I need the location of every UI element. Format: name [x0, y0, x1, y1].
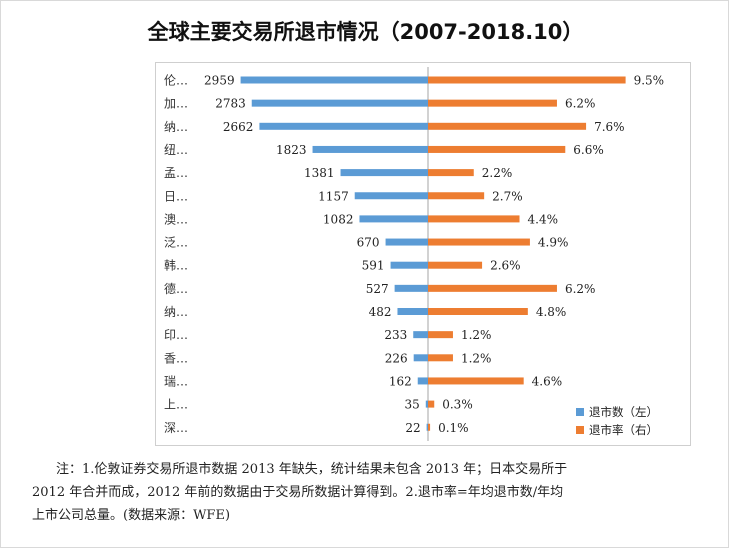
- category-label: 深…: [164, 421, 188, 435]
- bar-delisting-rate: [428, 169, 474, 177]
- data-label-count: 2783: [215, 97, 246, 111]
- data-label-rate: 4.4%: [528, 212, 559, 226]
- category-label: 加…: [164, 97, 188, 111]
- category-label: 泛…: [164, 236, 188, 250]
- data-label-rate: 1.2%: [461, 328, 492, 342]
- bar-delisted-count: [240, 76, 428, 84]
- data-label-count: 226: [385, 351, 408, 365]
- data-label-count: 2959: [204, 74, 235, 88]
- category-label: 纳…: [164, 120, 188, 134]
- data-label-rate: 4.8%: [536, 305, 567, 319]
- data-label-rate: 7.6%: [594, 120, 625, 134]
- data-label-count: 233: [384, 328, 407, 342]
- category-label: 日…: [164, 189, 188, 203]
- bar-delisted-count: [340, 169, 428, 177]
- category-label: 瑞…: [164, 374, 188, 388]
- data-label-count: 1157: [318, 189, 349, 203]
- data-label-count: 670: [357, 236, 380, 250]
- data-label-rate: 6.2%: [565, 282, 596, 296]
- data-label-rate: 2.7%: [492, 189, 523, 203]
- legend-swatch: [576, 426, 584, 434]
- bar-delisted-count: [394, 284, 428, 292]
- category-label: 纳…: [164, 305, 188, 319]
- bar-delisting-rate: [428, 122, 587, 130]
- category-label: 印…: [164, 328, 188, 342]
- data-label-count: 482: [369, 305, 392, 319]
- data-label-rate: 0.1%: [438, 421, 469, 435]
- data-label-rate: 4.6%: [532, 374, 563, 388]
- data-label-count: 1082: [323, 212, 354, 226]
- category-label: 澳…: [164, 212, 188, 226]
- bar-delisted-count: [413, 331, 428, 339]
- data-label-rate: 2.2%: [482, 166, 513, 180]
- bar-delisting-rate: [428, 192, 485, 200]
- data-label-rate: 6.6%: [573, 143, 604, 157]
- bar-delisted-count: [390, 261, 428, 269]
- bar-delisting-rate: [428, 76, 626, 84]
- bar-delisted-count: [413, 354, 428, 362]
- bar-delisted-count: [426, 423, 428, 431]
- bar-delisting-rate: [428, 99, 557, 107]
- data-label-rate: 6.2%: [565, 97, 596, 111]
- bar-delisting-rate: [428, 284, 557, 292]
- bar-delisted-count: [251, 99, 428, 107]
- bar-delisting-rate: [428, 145, 566, 153]
- data-label-count: 22: [405, 421, 420, 435]
- category-label: 纽…: [164, 143, 188, 157]
- legend-label: 退市数（左）: [589, 405, 658, 419]
- data-label-rate: 1.2%: [461, 351, 492, 365]
- bar-delisted-count: [425, 400, 428, 408]
- data-label-count: 162: [389, 374, 412, 388]
- bar-delisted-count: [385, 238, 428, 246]
- data-label-rate: 2.6%: [490, 259, 520, 273]
- data-label-rate: 4.9%: [538, 236, 569, 250]
- bar-delisting-rate: [428, 308, 528, 315]
- bar-delisting-rate: [428, 261, 483, 269]
- footnote-line-3: 上市公司总量。(数据来源：WFE): [32, 508, 231, 523]
- bar-delisting-rate: [428, 377, 524, 385]
- data-label-count: 1823: [276, 143, 307, 157]
- bar-delisting-rate: [428, 423, 431, 431]
- category-label: 孟…: [164, 166, 188, 180]
- footnote: 注：1.伦敦证券交易所退市数据 2013 年缺失，统计结果未包含 2013 年；…: [32, 458, 704, 527]
- bar-chart: 伦… 2959 9.5% 加… 2783 6.2% 纳… 2662 7.6% 纽… 1823 6.6%…: [164, 67, 665, 441]
- bar-delisted-count: [259, 122, 428, 130]
- data-label-count: 591: [362, 259, 385, 273]
- category-label: 德…: [164, 281, 188, 296]
- chart-area: 伦… 2959 9.5% 加… 2783 6.2% 纳… 2662 7.6% 纽… 1823 6.6%…: [155, 62, 691, 446]
- bar-delisted-count: [417, 377, 428, 385]
- category-label: 伦…: [164, 73, 188, 88]
- bar-delisting-rate: [428, 215, 520, 223]
- bar-delisted-count: [359, 215, 428, 223]
- bar-delisting-rate: [428, 354, 453, 362]
- footnote-line-1: 注：1.伦敦证券交易所退市数据 2013 年缺失，统计结果未包含 2013 年；…: [56, 462, 568, 477]
- legend-label: 退市率（右）: [589, 423, 658, 437]
- bar-delisting-rate: [428, 238, 530, 246]
- bar-delisted-count: [312, 145, 428, 153]
- data-label-rate: 0.3%: [442, 398, 473, 412]
- bar-delisting-rate: [428, 331, 453, 339]
- data-label-count: 2662: [223, 120, 254, 134]
- legend-swatch: [576, 408, 584, 416]
- bar-delisted-count: [397, 308, 428, 315]
- data-label-rate: 9.5%: [634, 74, 665, 88]
- data-label-count: 527: [366, 282, 389, 296]
- category-label: 上…: [164, 398, 188, 412]
- footnote-line-2: 2012 年合并而成，2012 年前的数据由于交易所数据计算得到。2.退市率=年…: [32, 485, 564, 500]
- data-label-count: 35: [405, 398, 420, 412]
- chart-title: 全球主要交易所退市情况（2007-2018.10）: [147, 20, 584, 44]
- data-label-count: 1381: [304, 166, 335, 180]
- category-label: 韩…: [164, 258, 188, 273]
- bar-delisting-rate: [428, 400, 435, 408]
- category-label: 香…: [164, 351, 188, 365]
- bar-delisted-count: [354, 192, 428, 200]
